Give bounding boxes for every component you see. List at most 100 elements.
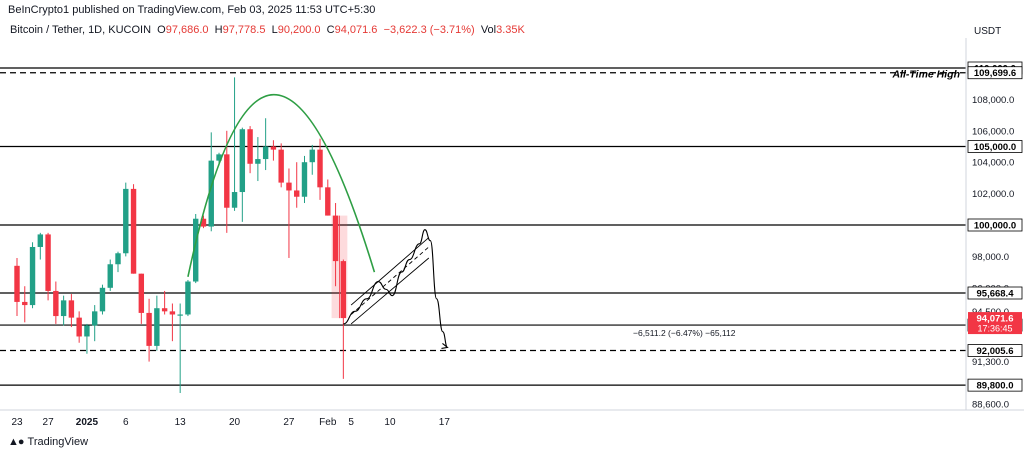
- candle-body[interactable]: [37, 234, 44, 247]
- low-label: L: [271, 24, 278, 36]
- y-tick-label: 104,000.0: [972, 158, 1014, 169]
- candle-body[interactable]: [123, 188, 129, 254]
- candle-body[interactable]: [138, 273, 145, 313]
- level-note: All-Time High: [892, 69, 960, 81]
- open-value: 97,686.0: [165, 24, 209, 36]
- candle-body[interactable]: [224, 154, 230, 208]
- candle-body[interactable]: [231, 192, 238, 208]
- rounded-top-arc[interactable]: [187, 93, 376, 277]
- candle-body[interactable]: [278, 149, 284, 183]
- tradingview-logo-icon: ▲●: [8, 436, 25, 448]
- y-tick-label: 106,000.0: [972, 126, 1014, 137]
- x-tick-label: 27: [283, 417, 295, 428]
- candle-body[interactable]: [84, 325, 90, 337]
- candle-body[interactable]: [262, 146, 269, 160]
- x-tick-label: 5: [348, 417, 354, 428]
- close-label: C: [326, 24, 335, 36]
- candle-body[interactable]: [309, 149, 315, 163]
- candle-body[interactable]: [146, 312, 152, 346]
- change-value: −3,622.3 (−3.71%): [383, 24, 475, 36]
- candle-body[interactable]: [301, 162, 308, 197]
- candle-body[interactable]: [177, 314, 183, 316]
- candle-body[interactable]: [99, 287, 106, 312]
- level-label-box: [967, 66, 1023, 80]
- candle-body[interactable]: [29, 246, 36, 306]
- tradingview-brand: TradingView: [27, 436, 89, 448]
- level-label: 95,668.4: [977, 289, 1015, 300]
- candle-body[interactable]: [247, 129, 253, 164]
- candle-body[interactable]: [239, 129, 246, 193]
- candle-body[interactable]: [294, 190, 300, 197]
- candle-body[interactable]: [92, 311, 98, 326]
- level-label-box: [967, 378, 1023, 392]
- volume-label: Vol: [480, 24, 497, 36]
- level-label-box: [967, 140, 1023, 153]
- candle-body[interactable]: [200, 218, 207, 227]
- channel-line[interactable]: [350, 237, 430, 306]
- x-tick-label: Feb: [319, 417, 337, 428]
- measure-label: −6,511.2 (−6.47%) −65,112: [633, 328, 736, 338]
- candle-body[interactable]: [107, 264, 113, 288]
- open-label: O: [157, 24, 166, 36]
- projection-arrowhead-icon: [441, 343, 449, 350]
- candle-body[interactable]: [45, 234, 51, 291]
- x-tick-label: 23: [11, 417, 23, 428]
- low-value: 90,200.0: [277, 24, 321, 36]
- volume-value: 3.35K: [496, 24, 525, 36]
- candle-body[interactable]: [115, 253, 121, 265]
- published-info: BeInCrypto1 published on TradingView.com…: [8, 4, 376, 16]
- y-tick-label: 88,600.0: [972, 399, 1009, 410]
- channel-line[interactable]: [350, 246, 430, 315]
- x-tick-label: 17: [439, 417, 451, 428]
- level-label: 92,005.6: [977, 346, 1014, 357]
- x-tick-label: 6: [123, 417, 129, 428]
- level-label: 100,000.0: [974, 221, 1016, 232]
- candle-body[interactable]: [14, 265, 20, 302]
- candle-body[interactable]: [325, 187, 331, 216]
- level-label-box: [967, 344, 1023, 357]
- close-value: 94,071.6: [334, 24, 378, 36]
- level-label-box: [967, 218, 1023, 232]
- candle-body[interactable]: [286, 182, 292, 191]
- candle-body[interactable]: [154, 308, 160, 346]
- candle-body[interactable]: [185, 281, 191, 315]
- candle-body[interactable]: [332, 215, 339, 262]
- candle-body[interactable]: [53, 290, 59, 317]
- candle-body[interactable]: [22, 301, 28, 306]
- candle-body[interactable]: [76, 317, 82, 337]
- candle-body[interactable]: [60, 300, 67, 317]
- x-tick-label: 27: [43, 417, 55, 428]
- projection-path[interactable]: [343, 229, 449, 349]
- footer-brand: ▲● TradingView: [8, 436, 88, 448]
- candle-body[interactable]: [208, 160, 214, 227]
- candle-body[interactable]: [255, 159, 261, 164]
- candle-body[interactable]: [68, 300, 75, 318]
- candle-body[interactable]: [340, 261, 347, 319]
- channel-line[interactable]: [350, 257, 430, 325]
- last-price-box: [968, 312, 1022, 335]
- last-price-label: 94,071.6: [977, 314, 1014, 325]
- bar-countdown-label: 17:36:45: [977, 324, 1012, 334]
- x-tick-label: 20: [229, 417, 241, 428]
- symbol-legend: Bitcoin / Tether, 1D, KUCOIN O97,686.0 H…: [10, 24, 525, 36]
- candle-body[interactable]: [216, 154, 222, 161]
- level-label: 109,699.6: [974, 68, 1016, 79]
- symbol-name[interactable]: Bitcoin / Tether, 1D, KUCOIN: [10, 24, 152, 36]
- candle-body[interactable]: [161, 308, 168, 312]
- candle-body[interactable]: [317, 149, 323, 188]
- candle-body[interactable]: [270, 146, 277, 150]
- y-tick-label: 91,300.0: [972, 357, 1009, 368]
- candle-body[interactable]: [193, 218, 199, 282]
- candle-body[interactable]: [169, 311, 176, 315]
- level-label-box: [967, 286, 1023, 300]
- level-label: 89,800.0: [977, 381, 1014, 392]
- chart-header: BeInCrypto1 published on TradingView.com…: [0, 0, 1024, 40]
- y-tick-label: 108,000.0: [972, 95, 1014, 106]
- x-tick-label: 10: [384, 417, 396, 428]
- high-label: H: [214, 24, 223, 36]
- y-tick-label: 98,000.0: [972, 252, 1009, 263]
- currency-label[interactable]: USDT: [974, 26, 1002, 37]
- y-tick-label: 102,000.0: [972, 189, 1014, 200]
- candle-body[interactable]: [130, 188, 137, 274]
